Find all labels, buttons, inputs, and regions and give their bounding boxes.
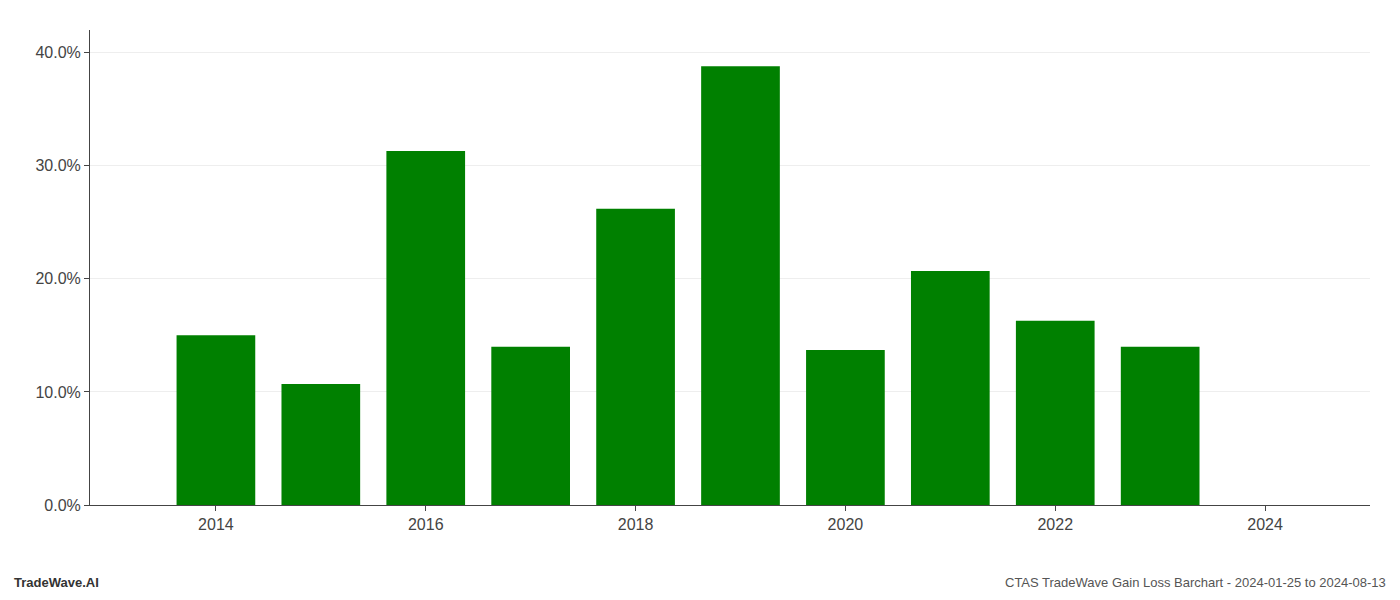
svg-text:2014: 2014 [198, 516, 234, 533]
svg-text:30.0%: 30.0% [35, 157, 80, 174]
svg-text:2020: 2020 [828, 516, 864, 533]
svg-text:2022: 2022 [1037, 516, 1073, 533]
svg-text:40.0%: 40.0% [35, 44, 80, 61]
svg-text:CTAS TradeWave Gain Loss Barch: CTAS TradeWave Gain Loss Barchart - 2024… [1005, 575, 1386, 590]
svg-text:10.0%: 10.0% [35, 384, 80, 401]
svg-text:2016: 2016 [408, 516, 444, 533]
svg-text:20.0%: 20.0% [35, 270, 80, 287]
svg-text:2024: 2024 [1247, 516, 1283, 533]
svg-text:0.0%: 0.0% [44, 497, 80, 514]
svg-text:TradeWave.AI: TradeWave.AI [14, 575, 99, 590]
svg-text:2018: 2018 [618, 516, 654, 533]
